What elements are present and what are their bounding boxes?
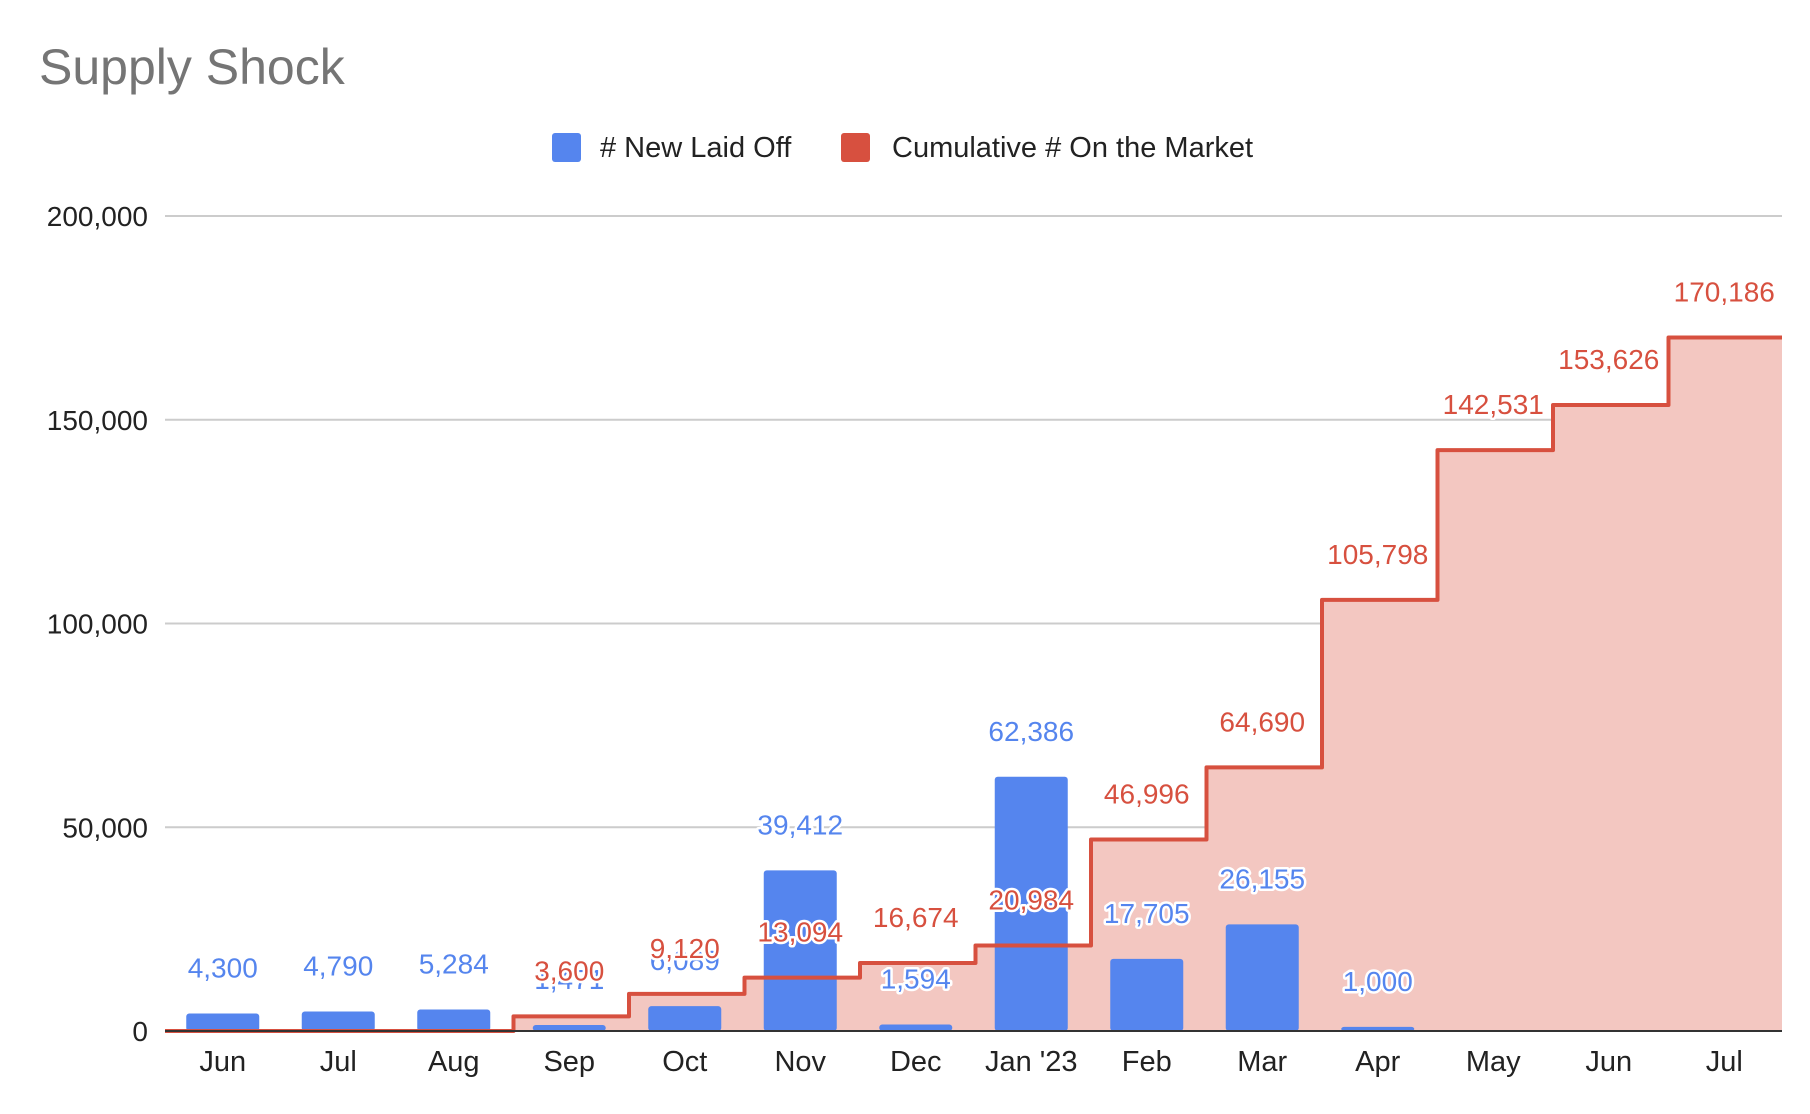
data-label-new-laid-off: 4,790: [303, 950, 373, 981]
bar-new-laid-off: [1110, 958, 1184, 1031]
cumulative-line: [165, 335, 1782, 1033]
cumulative-area: [165, 337, 1782, 1031]
bar-new-laid-off: [532, 1025, 606, 1031]
legend: # New Laid Off Cumulative # On the Marke…: [552, 132, 1253, 164]
data-label-cumulative: 142,531: [1443, 389, 1544, 420]
y-tick-label: 50,000: [62, 812, 148, 843]
x-tick-label: Sep: [543, 1046, 595, 1078]
data-label-cumulative: 9,120: [650, 933, 720, 964]
x-tick-label: Dec: [890, 1046, 942, 1078]
data-label-cumulative: 153,626: [1558, 344, 1659, 375]
x-tick-label: Mar: [1237, 1046, 1287, 1078]
data-label-new-laid-off: 26,155: [1219, 863, 1305, 894]
bar-new-laid-off: [186, 1013, 260, 1031]
data-labels: 4,300 4,790 5,284 1,471 6,089 39,412 1,594 62,3…: [185, 274, 1777, 999]
data-label-new-laid-off: 5,284: [419, 948, 489, 979]
data-label-new-laid-off: 39,412: [757, 809, 843, 840]
x-tick-label: Oct: [662, 1046, 707, 1078]
legend-label-new-laid-off: # New Laid Off: [600, 132, 792, 164]
bar-new-laid-off: [879, 1024, 953, 1031]
bar-new-laid-off: [763, 870, 837, 1031]
axis-ticks: 0 50,000 100,000 150,000 200,000 Jun Jul Aug Sep…: [47, 201, 1782, 1078]
bar-new-laid-off: [301, 1011, 375, 1031]
x-tick-label: Jan '23: [985, 1046, 1078, 1078]
cumulative-area-fill: [165, 337, 1782, 1031]
x-tick-label: Apr: [1355, 1046, 1400, 1078]
x-tick-label: Nov: [774, 1046, 826, 1078]
legend-swatch-new-laid-off: [552, 133, 581, 162]
x-tick-label: Feb: [1122, 1046, 1172, 1078]
x-tick-label: Aug: [428, 1046, 480, 1078]
bar-new-laid-off: [994, 776, 1068, 1031]
y-tick-label: 100,000: [47, 609, 148, 640]
y-tick-label: 0: [132, 1016, 148, 1047]
data-label-cumulative: 46,996: [1104, 778, 1190, 809]
y-tick-label: 200,000: [47, 201, 148, 232]
data-label-cumulative: 3,600: [534, 955, 604, 986]
x-tick-label: Jun: [1585, 1046, 1632, 1078]
data-label-cumulative: 170,186: [1674, 276, 1775, 307]
x-tick-label: Jun: [199, 1046, 246, 1078]
x-tick-label: May: [1466, 1046, 1521, 1078]
data-label-cumulative: 16,674: [873, 902, 959, 933]
bars: [186, 776, 1415, 1031]
data-label-new-laid-off: 4,300: [188, 952, 258, 983]
cumulative-step-line: [165, 335, 1782, 1033]
bar-new-laid-off: [648, 1006, 722, 1031]
bar-new-laid-off: [417, 1009, 491, 1031]
data-label-cumulative: 105,798: [1327, 539, 1428, 570]
x-tick-label: Jul: [320, 1046, 357, 1078]
bar-new-laid-off: [1341, 1026, 1415, 1031]
legend-label-cumulative: Cumulative # On the Market: [892, 132, 1253, 164]
data-label-new-laid-off: 1,471: [534, 964, 604, 995]
data-label-new-laid-off: 17,705: [1104, 898, 1190, 929]
data-label-cumulative: 13,094: [757, 917, 843, 948]
data-label-new-laid-off: 62,386: [988, 716, 1074, 747]
x-tick-label: Jul: [1706, 1046, 1743, 1078]
chart-title: Supply Shock: [39, 39, 346, 95]
data-label-new-laid-off: 1,594: [881, 964, 951, 995]
data-label-cumulative: 20,984: [988, 884, 1074, 915]
data-label-new-laid-off: 6,089: [650, 945, 720, 976]
data-label-new-laid-off: 1,000: [1343, 966, 1413, 997]
legend-swatch-cumulative: [841, 133, 870, 162]
y-tick-label: 150,000: [47, 405, 148, 436]
data-label-cumulative: 64,690: [1219, 706, 1305, 737]
bar-new-laid-off: [1225, 924, 1299, 1031]
